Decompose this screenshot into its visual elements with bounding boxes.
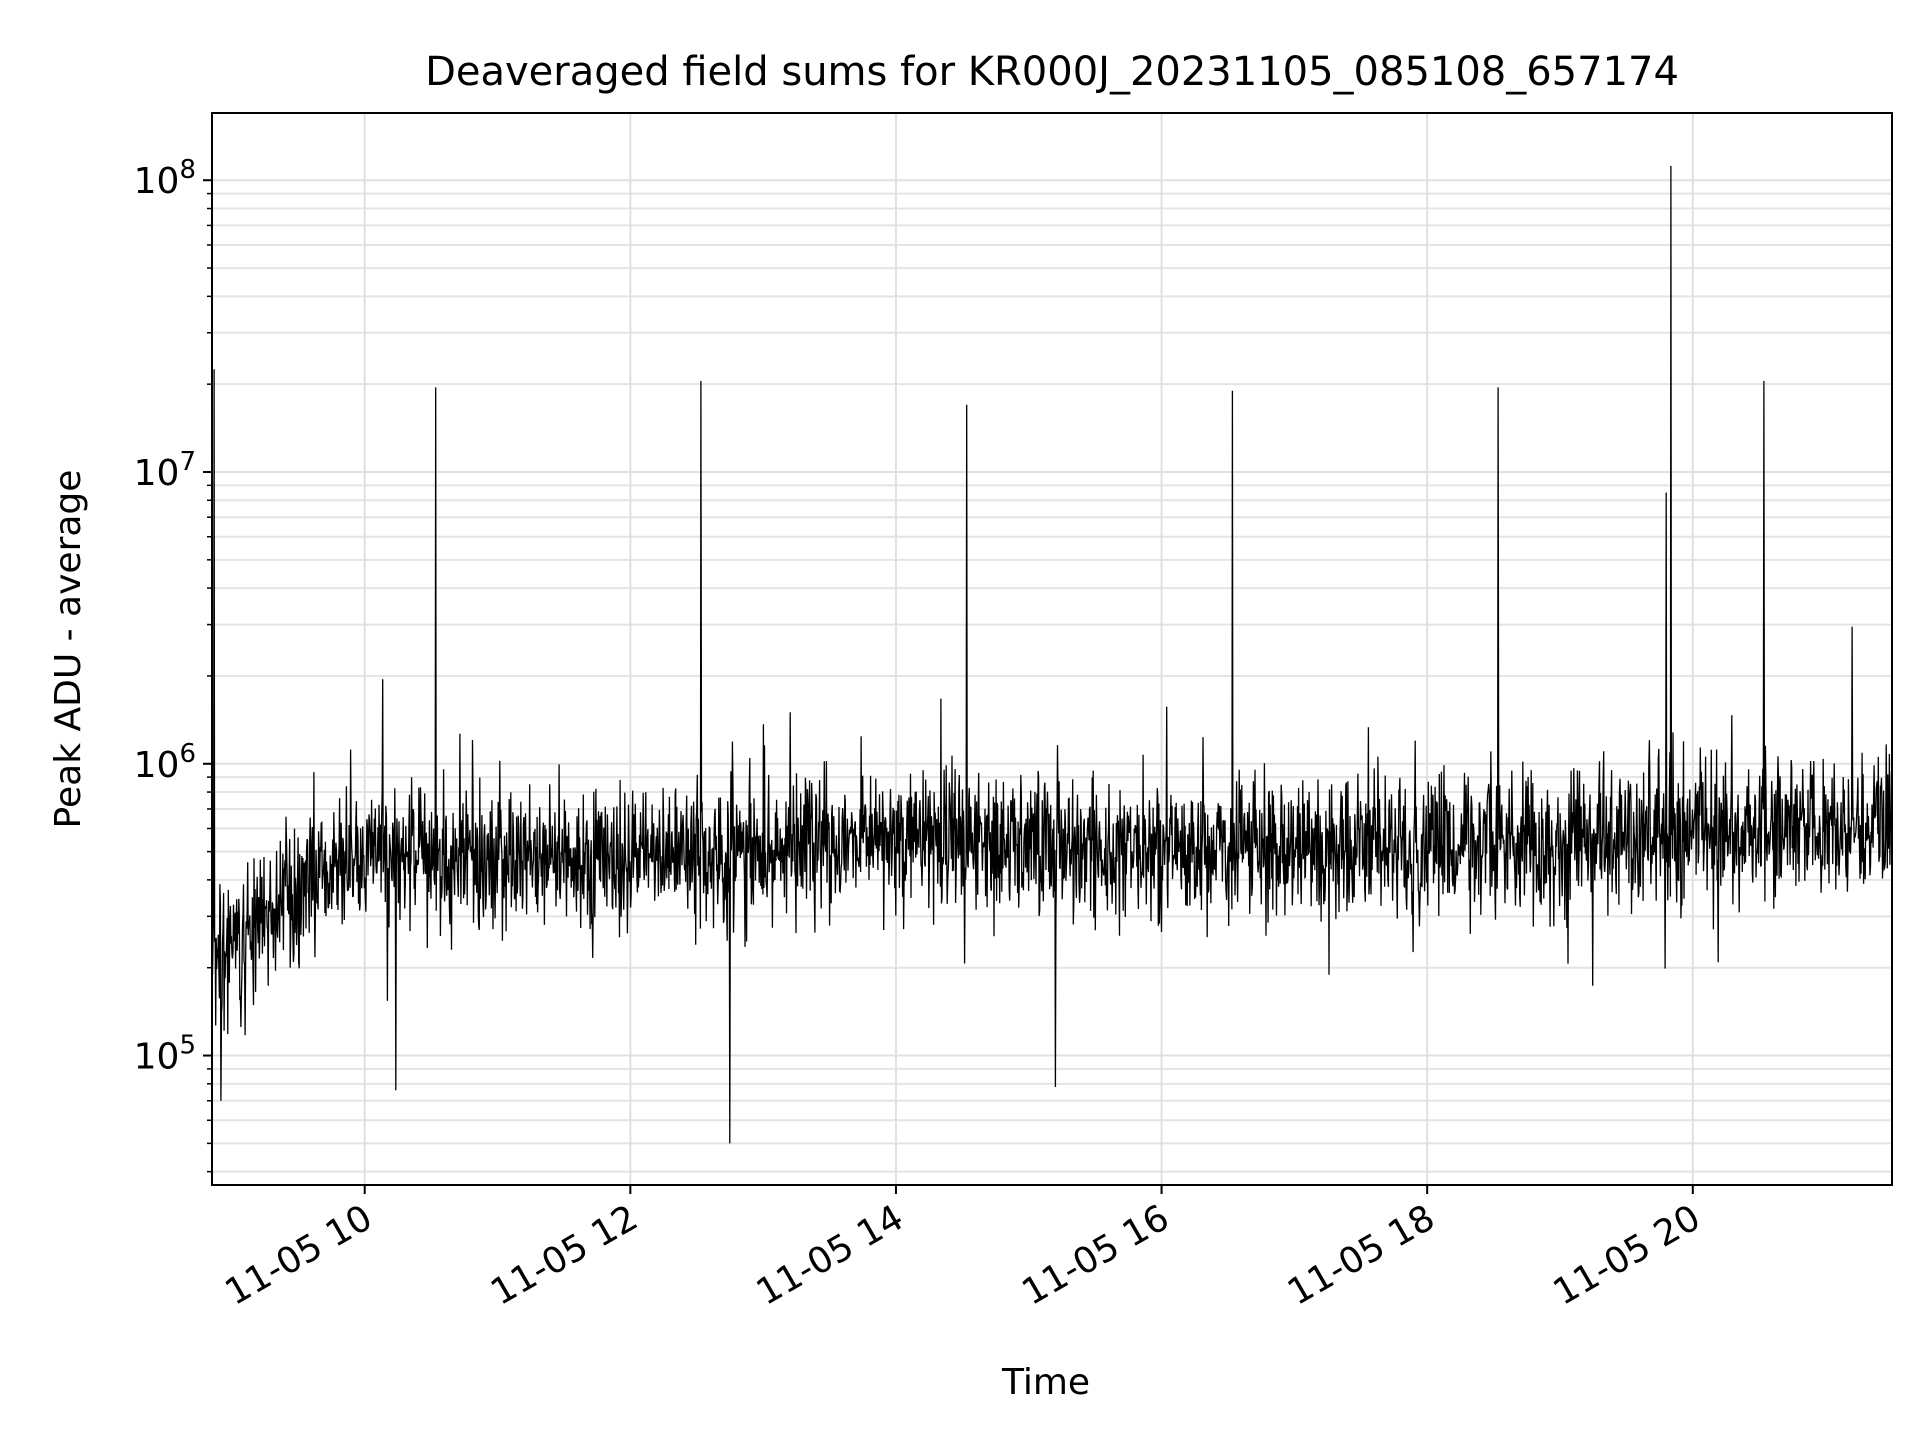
plot-frame: [211, 112, 1893, 1186]
series-layer: [211, 165, 1893, 1144]
major-gridlines: [212, 113, 1892, 1185]
y-axis-label: Peak ADU - average: [48, 470, 89, 829]
series-line: [211, 165, 1893, 1144]
x-axis-label: Time: [1001, 1362, 1090, 1403]
chart-title: Deaveraged field sums for KR000J_2023110…: [425, 49, 1679, 95]
y-tick-label: 105: [134, 1031, 196, 1078]
